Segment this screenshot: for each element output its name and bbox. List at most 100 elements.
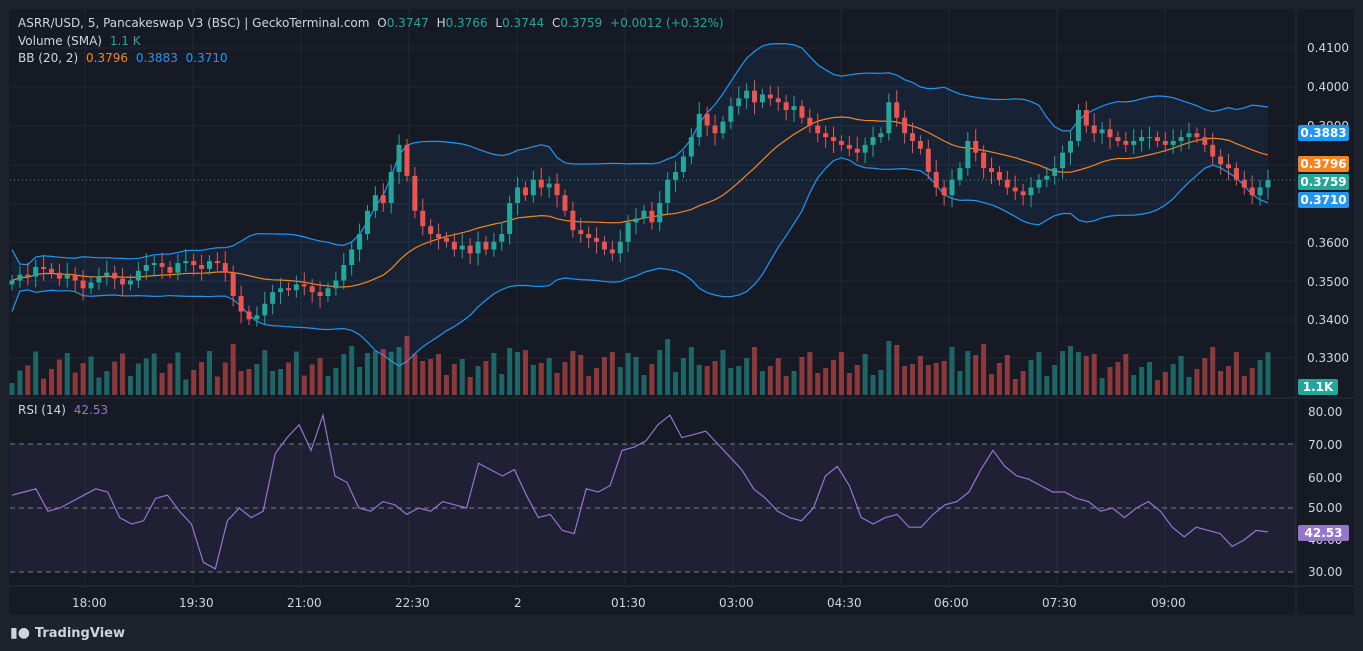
volume-bar bbox=[120, 353, 126, 395]
candle-body bbox=[33, 266, 39, 277]
candle-body bbox=[1162, 141, 1168, 145]
volume-bar bbox=[752, 347, 758, 395]
bb-basis-tag: 0.3796 bbox=[1298, 156, 1349, 172]
volume-bar bbox=[333, 368, 339, 395]
candle-body bbox=[309, 286, 315, 293]
candle-body bbox=[436, 234, 442, 238]
volume-bar bbox=[1162, 372, 1168, 395]
volume-bar bbox=[941, 361, 947, 395]
volume-bar bbox=[451, 364, 457, 395]
candle-body bbox=[665, 179, 671, 203]
candle-body bbox=[1107, 129, 1113, 138]
candle-body bbox=[499, 234, 505, 242]
candle-body bbox=[467, 245, 473, 254]
volume-bar bbox=[135, 363, 141, 395]
rsi-legend[interactable]: RSI (14) 42.53 bbox=[18, 403, 112, 418]
volume-bar bbox=[594, 368, 600, 395]
volume-bar bbox=[357, 367, 363, 395]
volume-bar bbox=[1210, 347, 1216, 395]
volume-bar bbox=[293, 351, 299, 395]
candle-body bbox=[807, 117, 813, 126]
volume-bar bbox=[222, 362, 228, 395]
candle-body bbox=[491, 241, 497, 250]
candle-body bbox=[1178, 137, 1184, 141]
candle-body bbox=[530, 179, 536, 196]
volume-bar bbox=[1115, 362, 1121, 395]
volume-bar bbox=[775, 358, 781, 395]
candle-body bbox=[973, 141, 979, 153]
candle-body bbox=[862, 144, 868, 153]
candle-body bbox=[870, 137, 876, 145]
volume-legend[interactable]: Volume (SMA) 1.1 K bbox=[18, 34, 145, 49]
candle-body bbox=[285, 288, 291, 291]
price-axis-label: 0.3300 bbox=[1307, 351, 1349, 365]
volume-bar bbox=[601, 357, 607, 395]
candle-body bbox=[475, 241, 481, 254]
candle-body bbox=[578, 230, 584, 234]
time-axis-label: 18:00 bbox=[72, 596, 107, 610]
volume-bar bbox=[499, 374, 505, 395]
rsi-axis-label: 80.00 bbox=[1308, 405, 1343, 419]
volume-bar bbox=[720, 350, 726, 395]
volume-bar bbox=[380, 349, 386, 395]
candle-body bbox=[854, 148, 860, 153]
candle-body bbox=[325, 288, 331, 296]
candle-body bbox=[1060, 152, 1066, 169]
chart-canvas[interactable] bbox=[9, 9, 1354, 615]
candle-body bbox=[617, 241, 623, 254]
volume-bar bbox=[33, 351, 39, 395]
volume-bar bbox=[933, 363, 939, 395]
volume-bar bbox=[388, 352, 394, 395]
volume-bar bbox=[1233, 352, 1239, 395]
candle-body bbox=[80, 280, 86, 289]
volume-bar bbox=[578, 355, 584, 395]
candle-body bbox=[846, 144, 852, 149]
candle-body bbox=[586, 234, 592, 238]
volume-bar bbox=[1194, 369, 1200, 395]
candle-body bbox=[712, 125, 718, 134]
candle-body bbox=[9, 280, 15, 285]
candle-body bbox=[609, 249, 615, 254]
volume-bar bbox=[925, 365, 931, 395]
volume-bar bbox=[127, 376, 133, 395]
candle-body bbox=[673, 172, 679, 180]
candle-body bbox=[396, 144, 402, 172]
time-axis-label: 22:30 bbox=[395, 596, 430, 610]
bb-legend[interactable]: BB (20, 2) 0.3796 0.3883 0.3710 bbox=[18, 51, 232, 66]
volume-bar bbox=[854, 365, 860, 395]
volume-bar bbox=[1052, 365, 1058, 395]
candle-body bbox=[1091, 125, 1097, 134]
volume-bar bbox=[48, 369, 54, 395]
price-axis-label: 0.3600 bbox=[1307, 236, 1349, 250]
rsi-axis-label: 30.00 bbox=[1308, 565, 1343, 579]
volume-bar bbox=[254, 364, 260, 395]
volume-bar bbox=[238, 371, 244, 395]
volume-bar bbox=[341, 354, 347, 395]
bb-upper-tag: 0.3883 bbox=[1298, 125, 1349, 141]
candle-body bbox=[183, 261, 189, 264]
volume-bar bbox=[436, 354, 442, 395]
bb-lower-value: 0.3710 bbox=[185, 51, 228, 65]
volume-tag: 1.1K bbox=[1298, 379, 1338, 395]
open-value: 0.3747 bbox=[386, 16, 429, 30]
close-price-tag: 0.3759 bbox=[1298, 174, 1349, 190]
tradingview-logo[interactable]: ▮● TradingView bbox=[10, 625, 125, 641]
candle-body bbox=[25, 274, 31, 277]
candle-body bbox=[736, 98, 742, 107]
candle-body bbox=[831, 137, 837, 141]
volume-bar bbox=[625, 353, 631, 395]
volume-bar bbox=[1186, 377, 1192, 395]
rsi-legend-label: RSI (14) bbox=[18, 403, 66, 417]
candle-body bbox=[143, 265, 149, 271]
candle-body bbox=[657, 203, 663, 223]
candle-body bbox=[775, 98, 781, 103]
volume-bar bbox=[1075, 352, 1081, 395]
candle-body bbox=[206, 261, 212, 269]
candle-body bbox=[641, 210, 647, 219]
volume-bar bbox=[1068, 346, 1074, 395]
volume-bar bbox=[459, 359, 465, 395]
chart-frame[interactable] bbox=[9, 9, 1354, 615]
candle-body bbox=[799, 106, 805, 118]
candle-body bbox=[214, 261, 220, 264]
candle-body bbox=[1083, 110, 1089, 126]
